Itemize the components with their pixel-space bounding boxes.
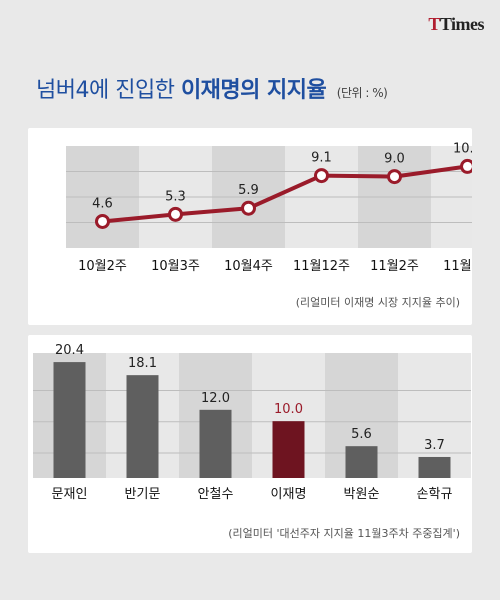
line-chart-point	[241, 200, 256, 216]
line-chart-point	[168, 206, 183, 222]
line-chart-category-label: 10월3주	[151, 259, 200, 274]
bar-chart-category-label: 안철수	[198, 487, 234, 502]
line-chart: 4.6 10월2주 5.3 10월3주 5.9 10월4주 9.1 11월12주 9.0 11월2…	[66, 141, 472, 274]
bar-chart-bar	[53, 362, 86, 478]
logo-t: T	[428, 14, 440, 34]
line-chart-point	[387, 169, 402, 185]
bar-chart-bar	[199, 409, 232, 478]
bar-chart-bar	[272, 421, 305, 478]
line-chart-point	[314, 168, 329, 184]
title-unit: (단위 : %)	[336, 86, 388, 100]
line-chart-point	[95, 213, 110, 229]
line-chart-value-label: 9.1	[311, 151, 332, 166]
title-bold: 이재명의 지지율	[180, 78, 327, 103]
bar-chart-category-label: 박원순	[344, 487, 380, 502]
title-normal: 넘버4에 진입한	[36, 78, 175, 103]
bar-chart-value-label: 5.6	[351, 427, 372, 442]
bar-chart-source: (리얼미터 '대선주자 지지율 11월3주차 주중집계')	[228, 527, 460, 540]
bar-chart-value-label: 20.4	[55, 343, 84, 358]
line-chart-value-label: 9.0	[384, 152, 405, 167]
line-chart-series-line	[102, 164, 468, 224]
line-chart-category-label: 11월3주	[443, 259, 472, 274]
line-chart-point	[460, 158, 472, 174]
bar-chart-bar	[345, 446, 378, 478]
line-chart-source: (리얼미터 이재명 시장 지지율 추이)	[295, 296, 460, 309]
page-title: 넘버4에 진입한 이재명의 지지율 (단위 : %)	[36, 72, 388, 104]
bar-chart-category-label: 문재인	[52, 487, 88, 502]
line-chart-panel: 4.6 10월2주 5.3 10월3주 5.9 10월4주 9.1 11월12주 9.0 11월2…	[28, 128, 472, 325]
bar-chart-category-label: 이재명	[271, 487, 307, 502]
bar-chart-value-label: 18.1	[128, 356, 157, 371]
ttimes-logo: TTimes	[428, 14, 484, 35]
bar-chart-value-label: 10.0	[274, 402, 303, 417]
bar-chart-bar	[418, 456, 451, 478]
line-chart-category-label: 11월2주	[370, 259, 419, 274]
line-chart-category-label: 10월4주	[224, 259, 273, 274]
bar-chart-category-label: 손학규	[417, 487, 453, 502]
line-chart-value-label: 10.0	[453, 141, 472, 156]
bar-chart-value-label: 3.7	[424, 438, 445, 453]
bar-chart-bar	[126, 375, 159, 478]
line-chart-value-label: 5.3	[165, 189, 186, 204]
logo-times: Times	[439, 14, 485, 34]
bar-chart-panel: 20.4 문재인 18.1 반기문 12.0 안철수 10.0 이재명 5.6 박원순 3.7 손학규…	[28, 335, 472, 553]
line-chart-value-label: 4.6	[92, 196, 113, 211]
bar-chart-value-label: 12.0	[201, 391, 230, 406]
line-chart-value-label: 5.9	[238, 183, 259, 198]
bar-chart: 20.4 문재인 18.1 반기문 12.0 안철수 10.0 이재명 5.6 박원순 3.7 손학규	[33, 343, 471, 502]
line-chart-category-label: 10월2주	[78, 259, 127, 274]
line-chart-category-label: 11월12주	[293, 259, 350, 274]
bar-chart-category-label: 반기문	[125, 487, 161, 502]
